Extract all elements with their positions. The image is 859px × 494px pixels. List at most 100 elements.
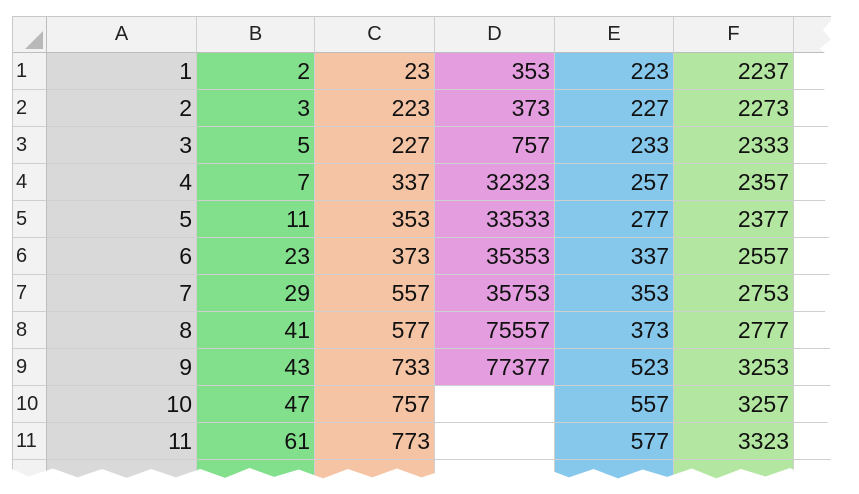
cell-d[interactable]: 373 [435, 90, 555, 127]
cell-e[interactable]: 227 [555, 90, 674, 127]
cell-b[interactable]: 47 [197, 386, 315, 423]
cell-f[interactable]: 3323 [674, 423, 794, 460]
cell-g[interactable] [794, 312, 831, 349]
column-header-a[interactable]: A [47, 17, 197, 53]
cell-b[interactable]: 29 [197, 275, 315, 312]
cell-a[interactable]: 1 [47, 53, 197, 90]
cell-d[interactable]: 32323 [435, 164, 555, 201]
cell-e[interactable]: 257 [555, 164, 674, 201]
cell-g[interactable] [794, 201, 831, 238]
cell-a[interactable]: 2 [47, 90, 197, 127]
select-all-corner[interactable] [13, 17, 47, 53]
cell-f[interactable]: 3253 [674, 349, 794, 386]
cell-d[interactable]: 35753 [435, 275, 555, 312]
cell-f[interactable]: 2333 [674, 127, 794, 164]
cell-b[interactable]: 23 [197, 238, 315, 275]
row-header[interactable]: 8 [13, 312, 47, 349]
column-header-g[interactable] [794, 17, 831, 53]
row-header[interactable]: 3 [13, 127, 47, 164]
cell-d[interactable]: 77377 [435, 349, 555, 386]
row-header[interactable]: 9 [13, 349, 47, 386]
column-header-f[interactable]: F [674, 17, 794, 53]
row-header[interactable]: 1 [13, 53, 47, 90]
cell-b[interactable]: 11 [197, 201, 315, 238]
cell-f[interactable]: 2237 [674, 53, 794, 90]
cell-a[interactable]: 7 [47, 275, 197, 312]
cell-f[interactable]: 2557 [674, 238, 794, 275]
cell-g[interactable] [794, 423, 831, 460]
cell-d[interactable] [435, 423, 555, 460]
cell-e[interactable]: 337 [555, 238, 674, 275]
cell-e[interactable]: 557 [555, 386, 674, 423]
row-header[interactable]: 7 [13, 275, 47, 312]
row-header[interactable]: 11 [13, 423, 47, 460]
column-header-d[interactable]: D [435, 17, 555, 53]
column-header-e[interactable]: E [555, 17, 674, 53]
cell-g[interactable] [794, 386, 831, 423]
cell-e[interactable]: 577 [555, 423, 674, 460]
cell-e[interactable]: 523 [555, 349, 674, 386]
row-header[interactable] [13, 460, 47, 479]
cell-b[interactable] [197, 460, 315, 479]
cell-e[interactable]: 277 [555, 201, 674, 238]
cell-d[interactable]: 35353 [435, 238, 555, 275]
cell-g[interactable] [794, 164, 831, 201]
cell-a[interactable]: 9 [47, 349, 197, 386]
cell-d[interactable]: 33533 [435, 201, 555, 238]
cell-g[interactable] [794, 90, 831, 127]
cell-g[interactable] [794, 460, 831, 479]
row-header[interactable]: 5 [13, 201, 47, 238]
cell-d[interactable]: 353 [435, 53, 555, 90]
cell-f[interactable]: 2377 [674, 201, 794, 238]
cell-b[interactable]: 5 [197, 127, 315, 164]
cell-f[interactable]: 2273 [674, 90, 794, 127]
row-header[interactable]: 4 [13, 164, 47, 201]
cell-e[interactable] [555, 460, 674, 479]
cell-g[interactable] [794, 53, 831, 90]
cell-g[interactable] [794, 127, 831, 164]
cell-b[interactable]: 7 [197, 164, 315, 201]
cell-d[interactable]: 75557 [435, 312, 555, 349]
cell-a[interactable]: 6 [47, 238, 197, 275]
cell-d[interactable] [435, 460, 555, 479]
cell-a[interactable]: 4 [47, 164, 197, 201]
cell-a[interactable] [47, 460, 197, 479]
cell-a[interactable]: 3 [47, 127, 197, 164]
cell-g[interactable] [794, 349, 831, 386]
cell-c[interactable]: 757 [315, 386, 435, 423]
cell-c[interactable]: 733 [315, 349, 435, 386]
cell-f[interactable]: 3257 [674, 386, 794, 423]
row-header[interactable]: 2 [13, 90, 47, 127]
cell-b[interactable]: 61 [197, 423, 315, 460]
cell-g[interactable] [794, 275, 831, 312]
cell-d[interactable]: 757 [435, 127, 555, 164]
cell-c[interactable]: 23 [315, 53, 435, 90]
cell-c[interactable]: 227 [315, 127, 435, 164]
cell-d[interactable] [435, 386, 555, 423]
cell-b[interactable]: 2 [197, 53, 315, 90]
cell-c[interactable]: 373 [315, 238, 435, 275]
cell-b[interactable]: 3 [197, 90, 315, 127]
cell-e[interactable]: 373 [555, 312, 674, 349]
cell-a[interactable]: 8 [47, 312, 197, 349]
cell-b[interactable]: 43 [197, 349, 315, 386]
row-header[interactable]: 10 [13, 386, 47, 423]
cell-e[interactable]: 353 [555, 275, 674, 312]
cell-f[interactable] [674, 460, 794, 479]
cell-c[interactable]: 353 [315, 201, 435, 238]
cell-e[interactable]: 223 [555, 53, 674, 90]
cell-f[interactable]: 2777 [674, 312, 794, 349]
cell-a[interactable]: 10 [47, 386, 197, 423]
cell-f[interactable]: 2357 [674, 164, 794, 201]
cell-f[interactable]: 2753 [674, 275, 794, 312]
cell-g[interactable] [794, 238, 831, 275]
cell-c[interactable]: 773 [315, 423, 435, 460]
cell-b[interactable]: 41 [197, 312, 315, 349]
row-header[interactable]: 6 [13, 238, 47, 275]
cell-e[interactable]: 233 [555, 127, 674, 164]
cell-c[interactable]: 223 [315, 90, 435, 127]
cell-a[interactable]: 11 [47, 423, 197, 460]
cell-c[interactable]: 557 [315, 275, 435, 312]
cell-c[interactable]: 577 [315, 312, 435, 349]
cell-c[interactable] [315, 460, 435, 479]
